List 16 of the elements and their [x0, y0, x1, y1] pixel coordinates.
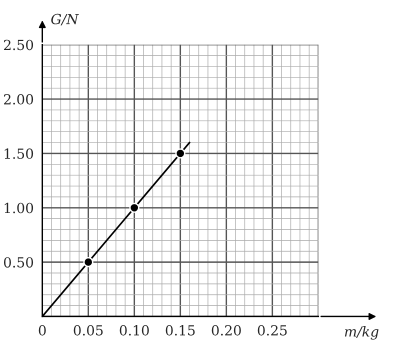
y-tick-label: 0.50: [4, 257, 34, 268]
point: [129, 202, 140, 213]
point: [175, 148, 186, 159]
x-tick-label: 0.10: [120, 325, 149, 336]
y-tick-label: 2.00: [4, 94, 34, 105]
y-tick-label: 1.00: [4, 202, 34, 214]
x-tick-label: 0.20: [212, 325, 241, 336]
y-axis-title: G/N: [51, 14, 79, 26]
x-tick-label: 0: [38, 325, 46, 336]
point: [83, 257, 94, 268]
x-tick-label: 0.25: [258, 325, 287, 336]
x-tick-label: 0.05: [74, 325, 103, 336]
y-tick-label: 2.50: [4, 40, 34, 50]
x-axis-title: m/kg: [344, 326, 379, 340]
x-tick-label: 0.15: [166, 325, 195, 336]
y-tick-label: 1.50: [4, 148, 34, 159]
